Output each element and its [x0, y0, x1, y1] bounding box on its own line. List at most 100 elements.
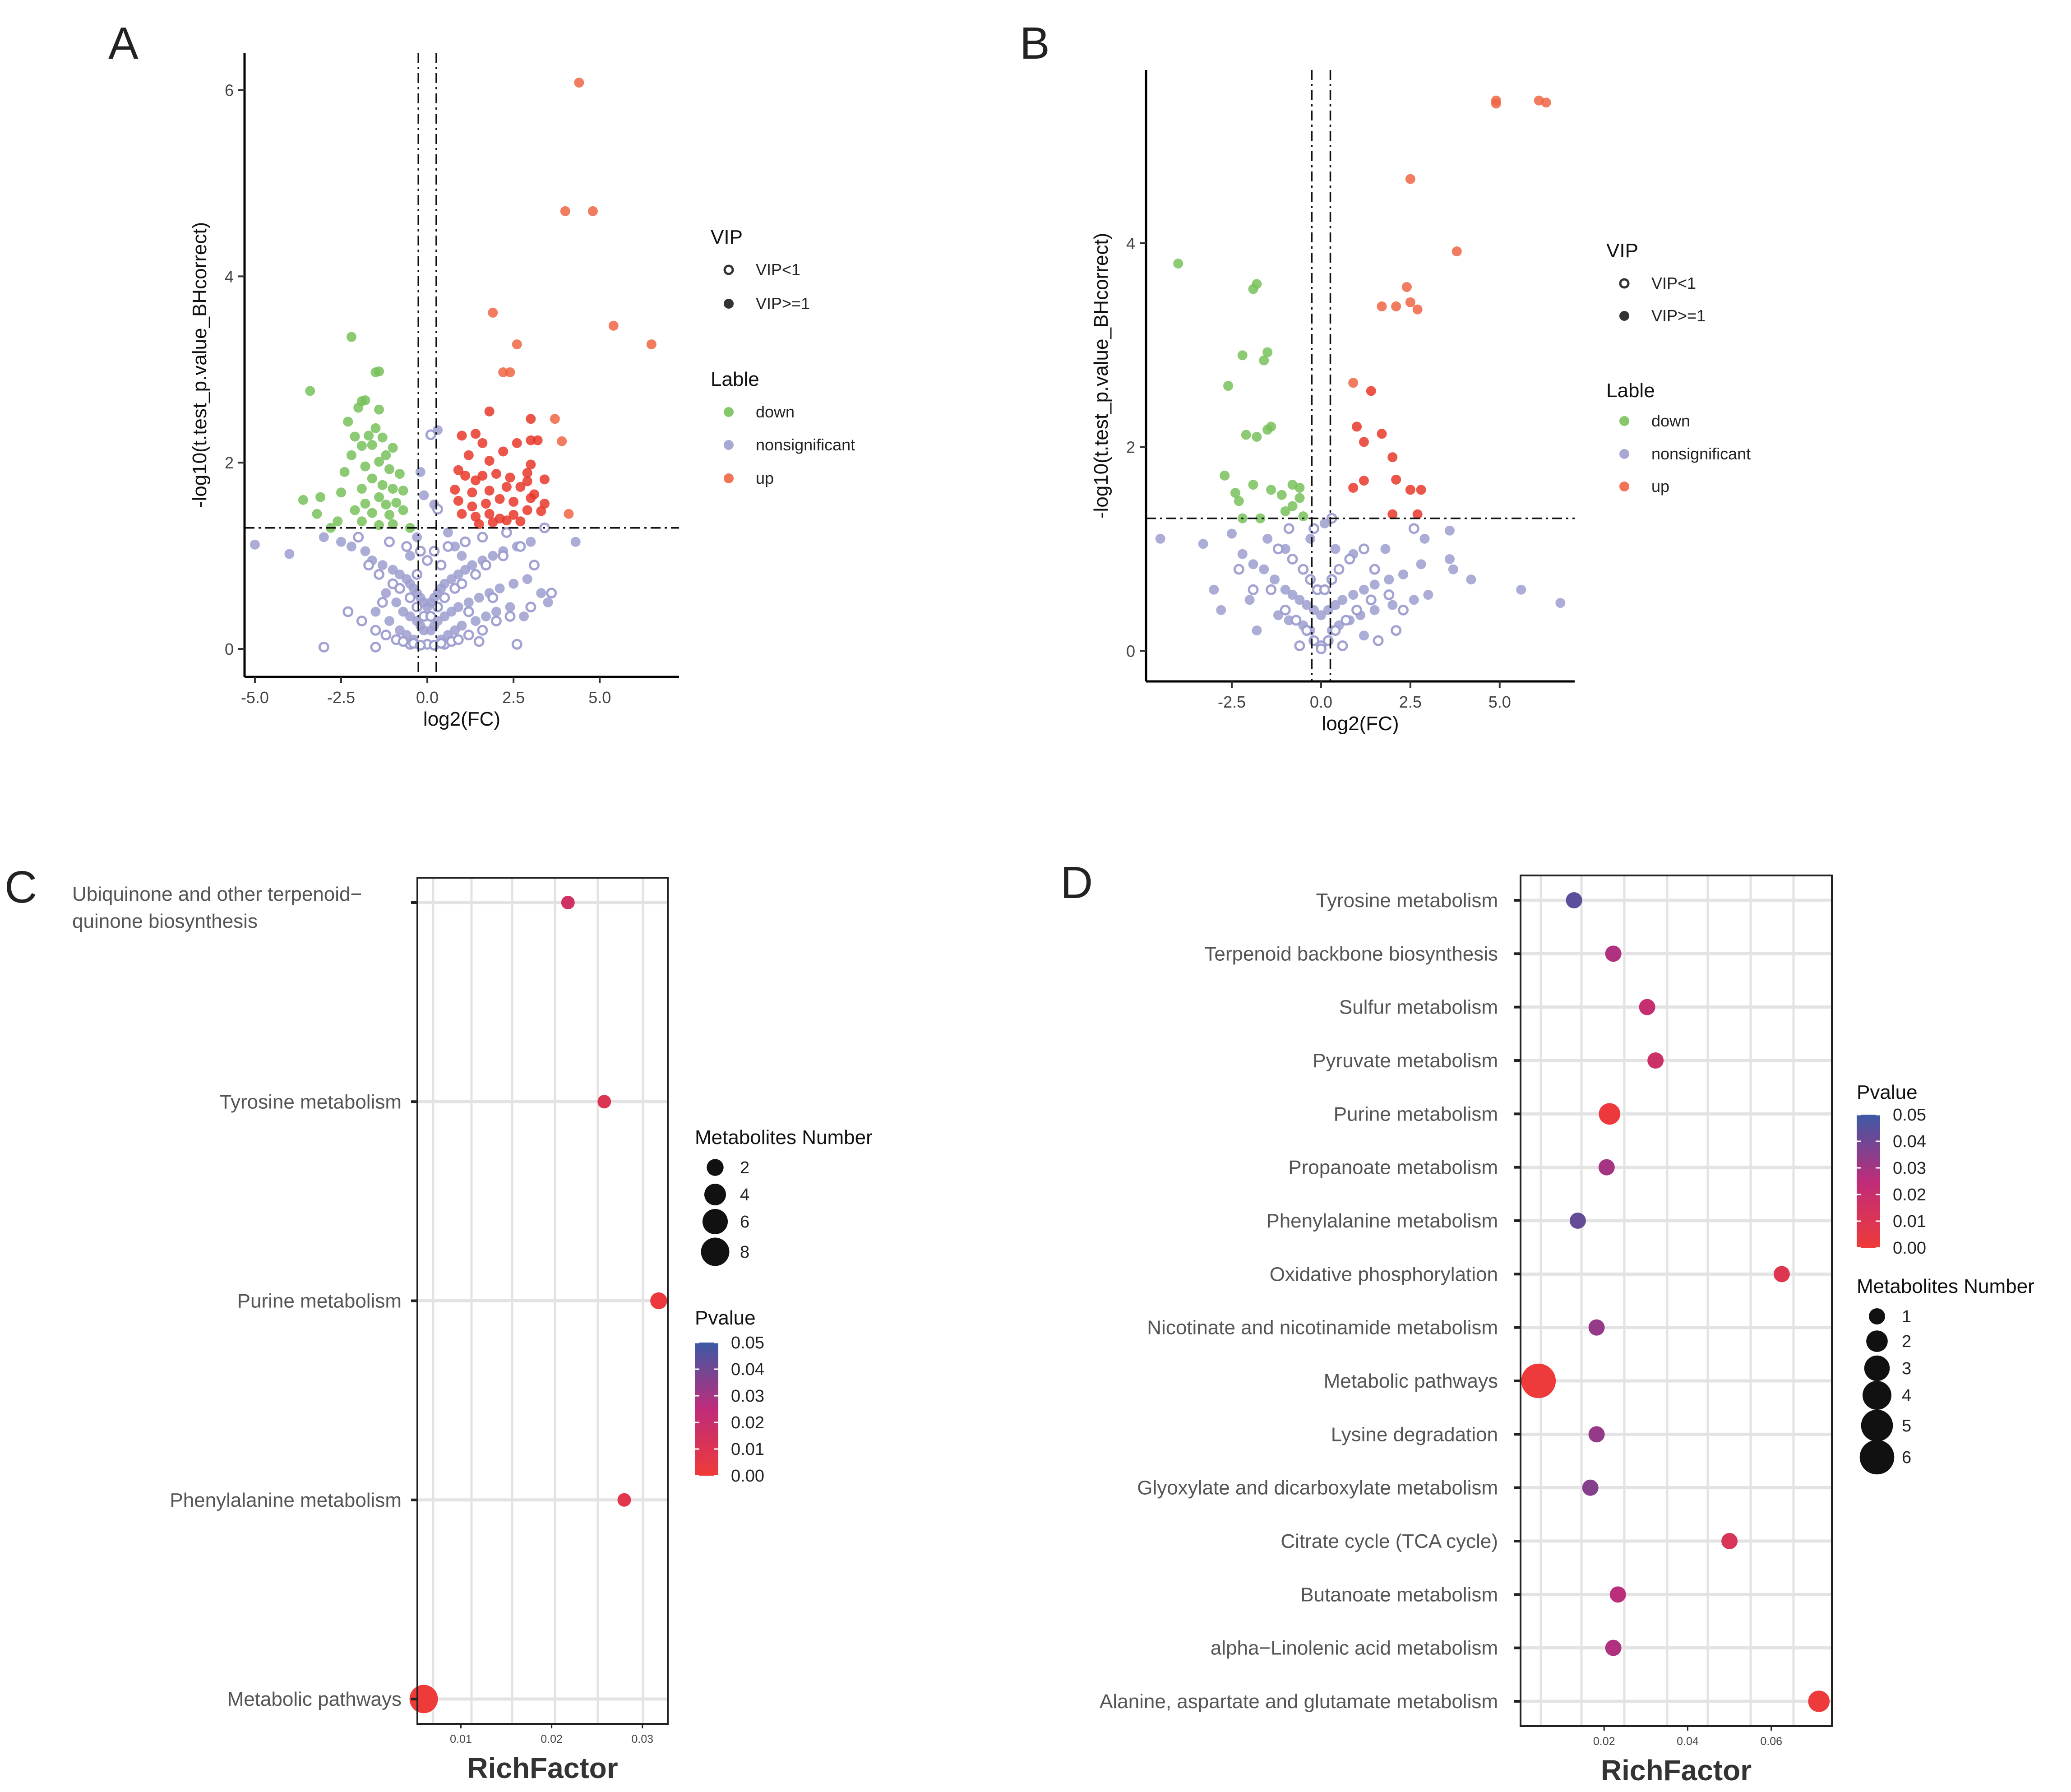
point-down [1252, 432, 1262, 442]
point-nonsignificant-vip-lt1 [501, 527, 512, 538]
point-up [560, 206, 570, 216]
color-legend-label: 0.01 [1893, 1212, 1926, 1231]
point-nonsignificant-vip-lt1 [1383, 589, 1395, 601]
point-up [460, 471, 471, 481]
point-nonsignificant [1444, 525, 1455, 536]
size-legend-title: Metabolites Number [695, 1126, 873, 1148]
point-nonsignificant-vip-lt1 [318, 641, 329, 653]
point-down [1223, 381, 1234, 391]
point-nonsignificant-vip-lt1 [398, 636, 409, 647]
point-down [339, 467, 350, 477]
point-down [356, 441, 367, 451]
bubble-panel-c: Ubiquinone and other terpenoid− quinone b… [72, 877, 873, 1784]
point-nonsignificant [509, 579, 519, 589]
point-up [539, 499, 550, 509]
point-nonsignificant [463, 597, 474, 607]
point-nonsignificant-vip-lt1 [1280, 604, 1291, 616]
point-nonsignificant-vip-lt1 [377, 597, 388, 608]
legend: VIP VIP<1 VIP>=1 Lable down nonsignificant up [1606, 240, 1751, 495]
point-nonsignificant [1227, 528, 1237, 539]
point-nonsignificant [519, 611, 529, 621]
point-up [453, 465, 463, 475]
point-down [312, 509, 322, 519]
point-up [498, 446, 509, 457]
legend-label-vip-lt1: VIP<1 [756, 260, 800, 279]
category-label-line: quinone biosynthesis [72, 910, 258, 932]
point-down [398, 486, 408, 496]
point-up [467, 487, 477, 498]
point-nonsignificant-vip-lt1 [422, 555, 433, 566]
category-label: Propanoate metabolism [1288, 1157, 1498, 1179]
point-up [522, 505, 532, 515]
point-up [488, 307, 498, 318]
point-up [1377, 301, 1387, 311]
category-label: Lysine degradation [1331, 1423, 1498, 1445]
point-down [343, 417, 353, 427]
point-up [526, 493, 536, 503]
point-down [394, 469, 405, 479]
point-nonsignificant [1337, 595, 1348, 605]
point-nonsignificant [1294, 595, 1305, 605]
point-nonsignificant-vip-lt1 [490, 616, 502, 627]
point-up [1387, 452, 1398, 463]
x-tick-label: 2.5 [502, 688, 525, 707]
bubble-point [1566, 892, 1582, 908]
color-legend-title: Pvalue [695, 1307, 756, 1329]
category-label: Pyruvate metabolism [1313, 1050, 1498, 1072]
category-label-line: Ubiquinone and other terpenoid− [72, 883, 362, 905]
point-down [388, 484, 398, 494]
plot-frame [1520, 875, 1833, 1727]
bubble-point [1808, 1690, 1830, 1712]
point-up [505, 367, 515, 378]
size-legend-label: 5 [1902, 1417, 1911, 1435]
point-down [374, 366, 384, 376]
point-up [1359, 437, 1369, 447]
point-nonsignificant [1216, 605, 1226, 615]
point-up [1387, 509, 1398, 519]
point-nonsignificant [384, 616, 394, 626]
point-nonsignificant [1448, 564, 1458, 574]
point-nonsignificant [505, 602, 515, 612]
point-nonsignificant-vip-lt1 [477, 625, 488, 636]
point-nonsignificant [1348, 590, 1359, 600]
legend-marker-up [1619, 482, 1629, 491]
point-nonsignificant [1252, 625, 1262, 636]
point-down [388, 443, 398, 453]
point-down [367, 508, 377, 518]
color-legend-bar [695, 1343, 718, 1476]
point-up [471, 429, 481, 439]
point-up [471, 511, 481, 522]
point-up [526, 435, 536, 445]
point-down [381, 500, 391, 510]
size-legend-label: 8 [740, 1243, 749, 1262]
point-nonsignificant [543, 597, 553, 607]
point-nonsignificant-vip-lt1 [1351, 604, 1363, 616]
x-tick-label: 5.0 [1489, 693, 1511, 711]
point-nonsignificant-vip-lt1 [460, 536, 471, 547]
bubble-panel-d: Tyrosine metabolism Terpenoid backbone bi… [1100, 875, 2034, 1787]
size-legend: Metabolites Number 1 2 3 4 5 6 [1857, 1275, 2034, 1475]
point-up [1391, 301, 1401, 311]
point-up [457, 509, 467, 519]
bubble-point [1639, 999, 1655, 1015]
x-tick-label: 0.04 [1677, 1735, 1699, 1748]
point-nonsignificant [1330, 600, 1341, 610]
point-nonsignificant-vip-lt1 [435, 638, 447, 649]
color-legend-label: 0.00 [1893, 1239, 1926, 1258]
point-nonsignificant-vip-lt1 [432, 504, 443, 515]
point-nonsignificant [1423, 590, 1433, 600]
point-nonsignificant-vip-lt1 [1272, 543, 1284, 555]
point-up [484, 456, 495, 466]
point-down [305, 386, 315, 396]
point-nonsignificant [1259, 564, 1269, 574]
bubble-points [1521, 892, 1830, 1712]
category-label: Glyoxylate and dicarboxylate metabolism [1137, 1477, 1498, 1499]
bubble-point [1599, 1103, 1621, 1125]
point-up [1405, 297, 1415, 307]
point-nonsignificant-vip-lt1 [1326, 574, 1337, 585]
legend-marker-vip-ge1 [724, 299, 734, 309]
point-up [522, 468, 532, 478]
color-legend: Pvalue 0.05 0.04 0.03 0.02 0.01 0.00 [695, 1307, 764, 1486]
legend-label-vip-ge1: VIP>=1 [756, 294, 810, 313]
